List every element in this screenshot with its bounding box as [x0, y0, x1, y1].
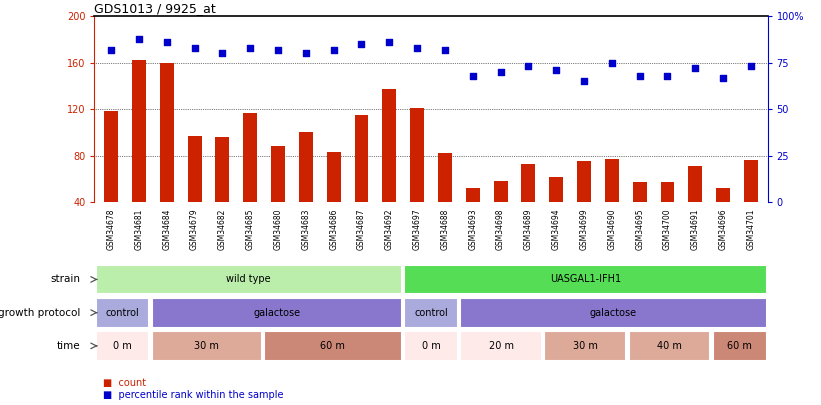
Text: GDS1013 / 9925_at: GDS1013 / 9925_at — [94, 2, 216, 15]
FancyBboxPatch shape — [404, 331, 458, 361]
Point — [689, 65, 702, 72]
FancyBboxPatch shape — [404, 264, 767, 294]
Text: 40 m: 40 m — [657, 341, 682, 351]
Bar — [661, 182, 674, 202]
FancyBboxPatch shape — [461, 298, 767, 328]
Point — [216, 50, 229, 57]
Text: control: control — [414, 308, 448, 318]
Point — [104, 47, 117, 53]
FancyBboxPatch shape — [629, 331, 710, 361]
FancyBboxPatch shape — [544, 331, 626, 361]
Point — [300, 50, 313, 57]
Bar — [104, 111, 118, 202]
Bar — [383, 90, 397, 202]
Text: 30 m: 30 m — [195, 341, 219, 351]
FancyBboxPatch shape — [713, 331, 767, 361]
FancyBboxPatch shape — [461, 331, 542, 361]
Text: 0 m: 0 m — [113, 341, 132, 351]
FancyBboxPatch shape — [152, 331, 262, 361]
Point — [745, 63, 758, 70]
Text: 30 m: 30 m — [573, 341, 598, 351]
Bar — [549, 177, 563, 202]
Bar — [744, 160, 758, 202]
Point — [327, 47, 340, 53]
Point — [549, 67, 562, 73]
Bar — [716, 188, 730, 202]
Point — [132, 35, 145, 42]
Bar — [410, 108, 424, 202]
Point — [661, 72, 674, 79]
Text: growth protocol: growth protocol — [0, 308, 80, 318]
Point — [494, 69, 507, 75]
FancyBboxPatch shape — [95, 331, 149, 361]
Bar — [271, 146, 285, 202]
Point — [717, 74, 730, 81]
Bar — [688, 166, 702, 202]
Text: strain: strain — [50, 275, 80, 284]
Text: UASGAL1-IFH1: UASGAL1-IFH1 — [550, 275, 621, 284]
Text: ■  count: ■ count — [103, 378, 146, 388]
Bar — [577, 162, 591, 202]
FancyBboxPatch shape — [264, 331, 401, 361]
Point — [355, 41, 368, 47]
FancyBboxPatch shape — [95, 298, 149, 328]
Bar — [521, 164, 535, 202]
Point — [522, 63, 535, 70]
Point — [438, 47, 452, 53]
Bar — [633, 182, 647, 202]
Text: 20 m: 20 m — [488, 341, 514, 351]
Bar — [355, 115, 369, 202]
FancyBboxPatch shape — [95, 264, 401, 294]
Point — [272, 47, 285, 53]
Bar — [188, 136, 201, 202]
Text: galactose: galactose — [589, 308, 637, 318]
Point — [160, 39, 173, 45]
Text: ■  percentile rank within the sample: ■ percentile rank within the sample — [103, 390, 283, 400]
Text: control: control — [106, 308, 140, 318]
Bar — [160, 63, 174, 202]
Bar — [243, 113, 257, 202]
Text: 60 m: 60 m — [320, 341, 346, 351]
Bar — [605, 159, 619, 202]
Point — [383, 39, 396, 45]
FancyBboxPatch shape — [404, 298, 458, 328]
Text: 0 m: 0 m — [422, 341, 440, 351]
Bar — [466, 188, 479, 202]
Text: wild type: wild type — [227, 275, 271, 284]
Point — [188, 45, 201, 51]
Point — [577, 78, 590, 85]
Point — [410, 45, 424, 51]
Text: time: time — [57, 341, 80, 351]
Point — [633, 72, 646, 79]
Bar — [438, 153, 452, 202]
Point — [605, 60, 618, 66]
Bar — [493, 181, 507, 202]
Bar — [327, 152, 341, 202]
FancyBboxPatch shape — [152, 298, 401, 328]
Bar — [299, 132, 313, 202]
Point — [244, 45, 257, 51]
Bar — [132, 60, 146, 202]
Text: 60 m: 60 m — [727, 341, 752, 351]
Text: galactose: galactose — [253, 308, 300, 318]
Point — [466, 72, 479, 79]
Bar — [215, 137, 229, 202]
